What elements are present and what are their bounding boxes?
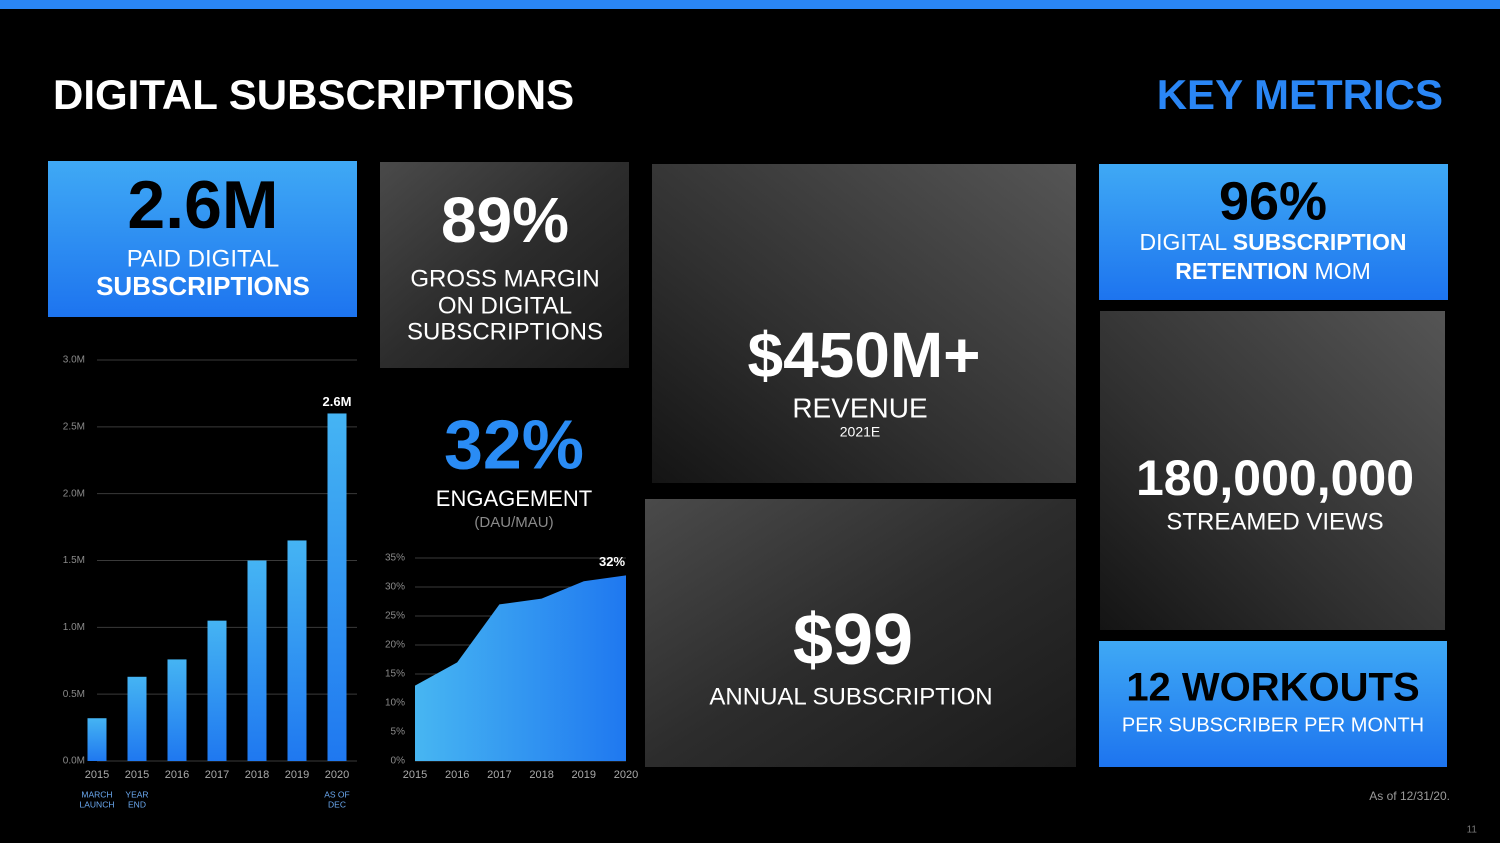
- page-subtitle: KEY METRICS: [1157, 71, 1443, 118]
- x-tick-note: MARCH: [81, 789, 112, 799]
- bar: [207, 620, 227, 761]
- y-tick-label: 5%: [391, 727, 406, 738]
- y-tick-label: 0.5M: [63, 689, 85, 700]
- x-tick-label: 2016: [165, 769, 189, 781]
- metric-note: 2021E: [840, 424, 880, 440]
- x-tick-note: YEAR: [125, 789, 148, 799]
- x-tick-label: 2020: [325, 769, 349, 781]
- bar: [167, 659, 187, 761]
- metric-value: 96%: [1219, 171, 1327, 231]
- x-tick-note: END: [128, 799, 146, 809]
- y-tick-label: 35%: [385, 553, 405, 564]
- bar: [247, 560, 267, 761]
- x-tick-label: 2020: [614, 769, 638, 781]
- x-tick-label: 2018: [245, 769, 269, 781]
- y-tick-label: 0.0M: [63, 756, 85, 767]
- area: [415, 575, 626, 761]
- x-tick-label: 2015: [125, 769, 149, 781]
- footnote: As of 12/31/20.: [1369, 789, 1450, 803]
- y-tick-label: 10%: [385, 698, 405, 709]
- photo: [652, 164, 1076, 483]
- metric-label: ON DIGITAL: [438, 292, 572, 319]
- y-tick-label: 1.5M: [63, 555, 85, 566]
- metric-value: 12 WORKOUTS: [1126, 666, 1419, 710]
- x-tick-label: 2015: [85, 769, 109, 781]
- metric-label: ANNUAL SUBSCRIPTION: [709, 683, 992, 710]
- x-tick-label: 2016: [445, 769, 469, 781]
- y-tick-label: 25%: [385, 611, 405, 622]
- page-title: DIGITAL SUBSCRIPTIONS: [53, 71, 574, 118]
- x-tick-label: 2019: [572, 769, 596, 781]
- x-tick-label: 2017: [487, 769, 511, 781]
- x-tick-note: DEC: [328, 799, 346, 809]
- metric-label: STREAMED VIEWS: [1166, 508, 1383, 535]
- metric-tile: [48, 161, 357, 317]
- bar: [287, 540, 307, 761]
- y-tick-label: 3.0M: [63, 355, 85, 366]
- metric-tile: [1099, 164, 1448, 300]
- metric-label: PAID DIGITAL: [127, 245, 279, 272]
- label-part: MOM: [1315, 258, 1371, 284]
- metric-label: REVENUE: [792, 392, 927, 423]
- metric-label: GROSS MARGIN: [410, 265, 599, 292]
- metric-value: 32%: [444, 405, 584, 483]
- metric-label: SUBSCRIPTIONS: [96, 271, 310, 301]
- value-label: 32%: [599, 554, 625, 569]
- value-label: 2.6M: [323, 394, 352, 409]
- bar: [87, 718, 107, 761]
- metric-value: 180,000,000: [1136, 450, 1414, 506]
- metric-value: $99: [793, 600, 913, 680]
- y-tick-label: 1.0M: [63, 622, 85, 633]
- metric-value: 89%: [441, 184, 569, 256]
- metric-value: $450M+: [747, 319, 980, 391]
- x-tick-label: 2017: [205, 769, 229, 781]
- y-tick-label: 15%: [385, 669, 405, 680]
- metric-label: PER SUBSCRIBER PER MONTH: [1122, 714, 1424, 736]
- photo: [1100, 311, 1445, 630]
- bar: [327, 413, 347, 761]
- metric-label: ENGAGEMENT: [436, 486, 592, 511]
- label-part: DIGITAL: [1139, 229, 1227, 255]
- metric-label: SUBSCRIPTIONS: [407, 318, 603, 345]
- photo: [645, 499, 1076, 767]
- y-tick-label: 0%: [391, 756, 406, 767]
- metric-value: 2.6M: [127, 167, 278, 243]
- top-bar: [0, 0, 1500, 9]
- x-tick-note: LAUNCH: [80, 799, 115, 809]
- label-part: RETENTION: [1175, 258, 1308, 284]
- x-tick-label: 2018: [529, 769, 553, 781]
- photo: [380, 162, 629, 368]
- x-tick-label: 2019: [285, 769, 309, 781]
- label-part: SUBSCRIPTION: [1233, 229, 1407, 255]
- y-tick-label: 2.5M: [63, 421, 85, 432]
- page-number: 11: [1467, 825, 1478, 836]
- x-tick-label: 2015: [403, 769, 427, 781]
- metric-label: RETENTION MOM: [1175, 258, 1371, 284]
- metric-tile: [1099, 641, 1447, 767]
- x-tick-note: AS OF: [324, 789, 350, 799]
- y-tick-label: 30%: [385, 582, 405, 593]
- y-tick-label: 2.0M: [63, 488, 85, 499]
- metric-label: DIGITAL SUBSCRIPTION: [1139, 229, 1406, 255]
- bar: [127, 676, 147, 761]
- metric-note: (DAU/MAU): [474, 514, 553, 531]
- y-tick-label: 20%: [385, 640, 405, 651]
